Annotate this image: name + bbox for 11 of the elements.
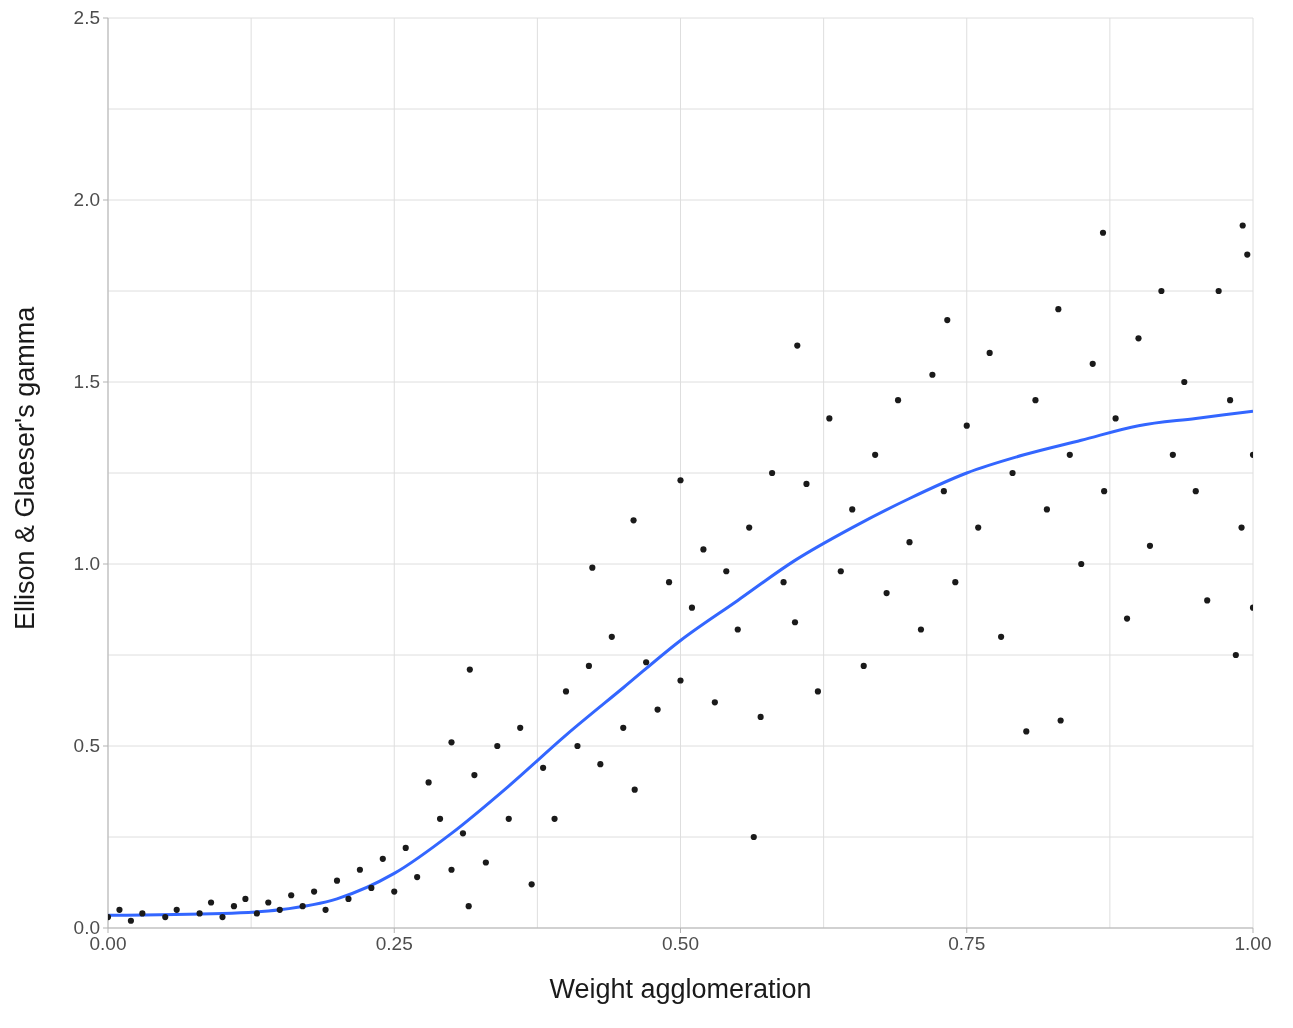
x-tick-label: 1.00 — [1234, 933, 1272, 954]
y-tick-label: 0.5 — [73, 735, 100, 756]
x-tick-label: 0.50 — [662, 933, 699, 954]
y-tick-label: 2.5 — [73, 7, 100, 28]
y-tick-label: 2.0 — [73, 189, 100, 210]
y-tick-label: 1.0 — [73, 553, 100, 574]
x-axis-title: Weight agglomeration — [549, 974, 812, 1004]
x-tick-label: 0.25 — [375, 933, 413, 954]
y-tick-label: 1.5 — [73, 371, 100, 392]
x-tick-label: 0.75 — [948, 933, 986, 954]
y-axis-title: Ellison & Glaeser's gamma — [10, 305, 41, 632]
